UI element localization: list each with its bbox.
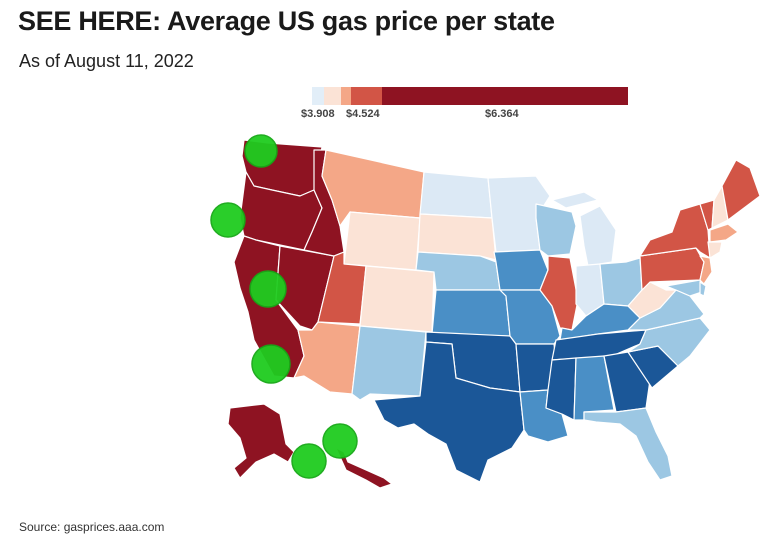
marker-circle — [244, 134, 278, 168]
legend-label-high: $6.364 — [485, 108, 519, 120]
legend-bar — [312, 87, 628, 105]
page-title: SEE HERE: Average US gas price per state — [18, 6, 555, 36]
state-illinois[interactable] — [539, 255, 579, 331]
state-florida[interactable] — [583, 407, 673, 481]
legend-label-mid: $4.524 — [346, 108, 380, 120]
legend-swatch-2 — [324, 87, 341, 105]
state-kansas[interactable] — [431, 289, 511, 337]
state-arizona[interactable] — [293, 321, 361, 395]
state-maryland[interactable] — [665, 279, 703, 297]
state-michigan[interactable] — [551, 191, 617, 267]
legend-swatch-1 — [312, 87, 324, 105]
source-note: Source: gasprices.aaa.com — [19, 520, 165, 534]
state-wyoming[interactable] — [343, 211, 421, 271]
state-new-mexico[interactable] — [351, 325, 427, 401]
marker-circle — [251, 344, 291, 384]
state-south-dakota[interactable] — [417, 213, 497, 261]
us-map — [210, 134, 761, 489]
page-subtitle: As of August 11, 2022 — [19, 51, 194, 71]
state-colorado[interactable] — [359, 265, 435, 333]
marker-circle — [249, 270, 287, 308]
color-legend: $3.908 $4.524 $6.364 — [301, 87, 630, 123]
state-massachusetts[interactable] — [709, 223, 739, 243]
state-connecticut[interactable] — [707, 241, 723, 259]
marker-circle — [210, 202, 246, 238]
legend-swatch-3 — [341, 87, 351, 105]
state-maine[interactable] — [721, 159, 761, 221]
legend-label-low: $3.908 — [301, 108, 335, 120]
state-wisconsin[interactable] — [535, 203, 577, 257]
state-new-york[interactable] — [639, 203, 711, 259]
state-iowa[interactable] — [493, 249, 549, 291]
legend-swatch-4 — [351, 87, 382, 105]
marker-circle — [291, 443, 327, 479]
state-alaska[interactable] — [227, 403, 295, 479]
state-north-dakota[interactable] — [419, 171, 493, 219]
state-texas[interactable] — [373, 341, 525, 483]
marker-circle — [322, 423, 358, 459]
state-delaware[interactable] — [699, 281, 707, 297]
legend-swatch-5 — [382, 87, 628, 105]
